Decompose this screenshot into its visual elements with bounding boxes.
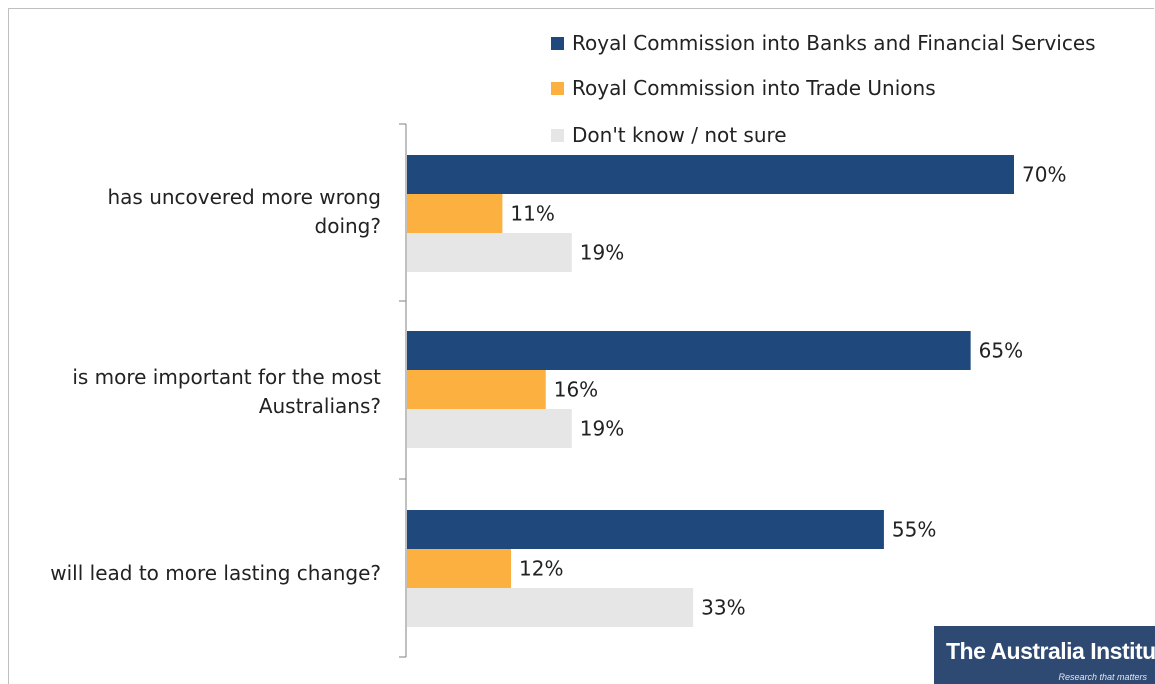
bar-unions-3: [407, 549, 512, 588]
legend-item-unions: Royal Commission into Trade Unions: [551, 76, 936, 100]
bar-banks-2: [407, 331, 971, 370]
category-label-3: will lead to more lasting change?: [50, 561, 381, 585]
legend-swatch-dont-know: [551, 128, 564, 142]
legend-swatch-unions: [551, 81, 564, 95]
legend-item-banks: Royal Commission into Banks and Financia…: [551, 31, 1096, 55]
value-label-banks-2: 65%: [979, 339, 1023, 363]
bar-dont-know-3: [407, 588, 694, 627]
logo-wordmark: The Australia Institute: [946, 638, 1155, 664]
legend-swatch-banks: [551, 36, 564, 50]
category-label-2: is more important for the most Australian…: [72, 365, 381, 418]
australia-institute-logo: The Australia Institute Research that ma…: [934, 626, 1155, 684]
value-label-unions-3: 12%: [519, 557, 563, 581]
bar-dont-know-2: [407, 409, 572, 448]
bar-banks-3: [407, 510, 884, 549]
value-label-unions-2: 16%: [554, 378, 598, 402]
value-label-dont-know-1: 19%: [580, 241, 624, 265]
bar-unions-2: [407, 370, 546, 409]
legend-item-dont-know: Don't know / not sure: [551, 123, 787, 147]
value-label-banks-1: 70%: [1022, 163, 1066, 187]
value-label-dont-know-3: 33%: [701, 596, 745, 620]
bar-banks-1: [407, 155, 1014, 194]
chart-frame: [8, 8, 1154, 684]
legend-label-dont-know: Don't know / not sure: [572, 123, 787, 147]
bar-dont-know-1: [407, 233, 572, 272]
legend-label-banks: Royal Commission into Banks and Financia…: [572, 31, 1096, 55]
legend-label-unions: Royal Commission into Trade Unions: [572, 76, 936, 100]
category-label-1: has uncovered more wrong doing?: [108, 185, 382, 238]
value-label-banks-3: 55%: [892, 518, 936, 542]
logo-tagline: Research that matters: [1058, 672, 1147, 682]
value-label-dont-know-2: 19%: [580, 417, 624, 441]
bar-unions-1: [407, 194, 503, 233]
value-label-unions-1: 11%: [510, 202, 554, 226]
